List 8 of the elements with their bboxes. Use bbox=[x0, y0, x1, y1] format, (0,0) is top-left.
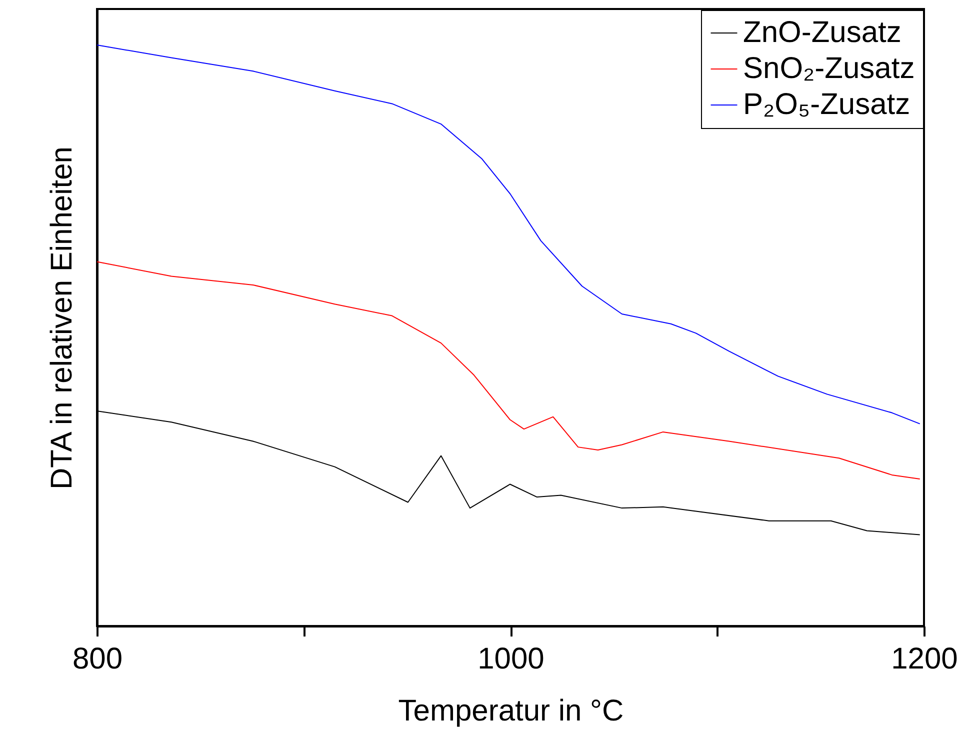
x-tick-label: 1200 bbox=[891, 642, 958, 676]
x-axis-title: Temperatur in °C bbox=[398, 694, 624, 728]
y-axis-title: DTA in relativen Einheiten bbox=[46, 146, 78, 490]
legend-label: P₂O₅-Zusatz bbox=[743, 88, 910, 121]
x-tick-label: 800 bbox=[72, 642, 123, 676]
legend-label: SnO₂-Zusatz bbox=[743, 52, 915, 85]
x-tick-label: 1000 bbox=[478, 642, 544, 676]
legend-label: ZnO-Zusatz bbox=[743, 16, 902, 49]
